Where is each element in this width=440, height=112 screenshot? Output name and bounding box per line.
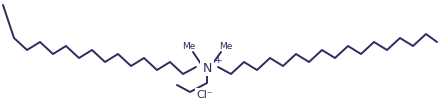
Text: Cl⁻: Cl⁻ [197,89,213,99]
Text: N: N [202,61,212,74]
Text: +: + [214,56,222,65]
Text: Me: Me [219,41,232,50]
Text: Me: Me [182,41,195,50]
